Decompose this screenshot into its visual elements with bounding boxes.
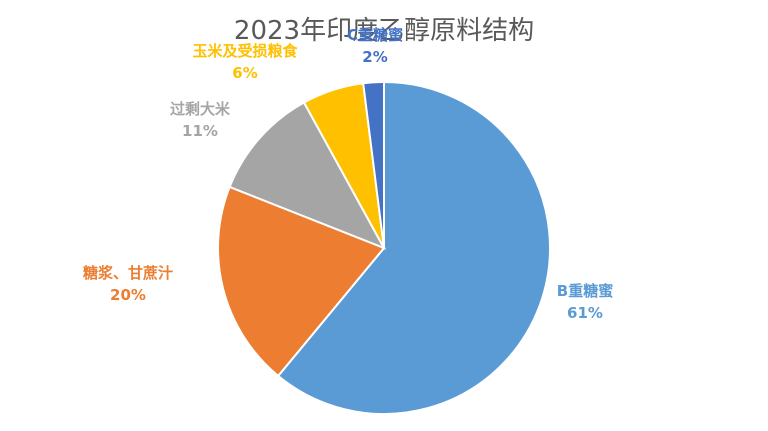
pie-slice [276,80,551,415]
slice-label: B重糖蜜 61% [557,280,613,324]
slice-category-label: B重糖蜜 [556,282,614,300]
pie-slice [362,80,385,249]
slice-percent-label: 61% [567,304,603,322]
slice-label: C重糖蜜 2% [347,24,403,68]
pie-slice [228,101,387,250]
chart-title: 2023年印度乙醇原料结构 [233,16,535,46]
slice-category-label: 过剩大米 [169,100,231,118]
slice-percent-label: 11% [182,122,218,140]
slice-percent-label: 2% [362,48,388,66]
slice-category-label: 玉米及受损粮食 [192,42,298,60]
slice-label: 过剩大米 11% [170,98,230,142]
slice-label: 糖浆、甘蔗汁 20% [83,262,173,306]
slice-label: 玉米及受损粮食 6% [192,40,297,84]
slice-percent-label: 6% [232,64,258,82]
slice-category-label: C重糖蜜 [346,26,404,44]
slice-percent-label: 20% [110,286,146,304]
pie-slice [217,185,386,378]
slice-category-label: 糖浆、甘蔗汁 [82,264,174,282]
